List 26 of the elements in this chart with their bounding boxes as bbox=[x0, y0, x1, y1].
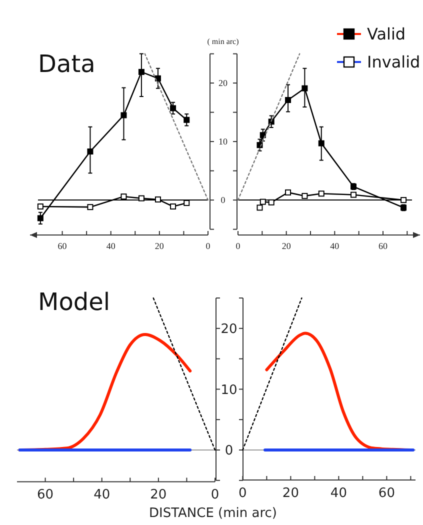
x-tick-label: 40 bbox=[94, 488, 110, 503]
chart-title: Model bbox=[38, 288, 110, 316]
x-tick-label: 60 bbox=[58, 241, 68, 251]
legend-label: Valid bbox=[367, 24, 406, 44]
y-tick-label: 20 bbox=[220, 322, 238, 337]
y-axis-title: ( min arc) bbox=[207, 37, 240, 46]
y-tick-label: 10 bbox=[220, 382, 238, 398]
x-tick-label: 20 bbox=[282, 241, 292, 251]
x-tick-label: 40 bbox=[330, 241, 340, 251]
x-tick-label: 60 bbox=[378, 241, 388, 251]
x-tick-label: 0 bbox=[206, 241, 211, 251]
x-tick-label: 40 bbox=[330, 486, 347, 501]
y-tick-label: 20 bbox=[218, 78, 228, 88]
legend-label: Invalid bbox=[367, 52, 420, 72]
x-tick-label: 20 bbox=[154, 241, 164, 251]
y-tick-label: 0 bbox=[224, 444, 234, 459]
chart-title: Data bbox=[38, 50, 96, 78]
x-tick-label: 40 bbox=[106, 241, 116, 251]
x-tick-label: 20 bbox=[150, 488, 167, 503]
x-axis-title: DISTANCE (min arc) bbox=[148, 506, 278, 521]
y-tick-label: 10 bbox=[218, 136, 228, 147]
y-tick-label: 0 bbox=[220, 195, 226, 206]
x-tick-label: 20 bbox=[282, 486, 299, 501]
x-tick-label: 0 bbox=[238, 486, 247, 501]
x-tick-label: 60 bbox=[378, 486, 395, 501]
x-tick-label: 60 bbox=[37, 488, 54, 503]
